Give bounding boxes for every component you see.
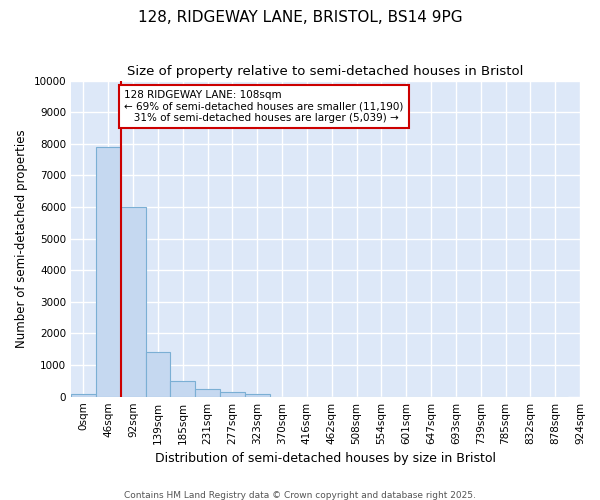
Bar (195, 389, 220, 396)
Bar (96, 147, 121, 396)
Text: 128 RIDGEWAY LANE: 108sqm
← 69% of semi-detached houses are smaller (11,190)
   : 128 RIDGEWAY LANE: 108sqm ← 69% of semi-… (124, 90, 404, 123)
Y-axis label: Number of semi-detached properties: Number of semi-detached properties (15, 130, 28, 348)
Text: 128, RIDGEWAY LANE, BRISTOL, BS14 9PG: 128, RIDGEWAY LANE, BRISTOL, BS14 9PG (137, 10, 463, 25)
Bar (170, 381, 195, 396)
Text: Contains HM Land Registry data © Crown copyright and database right 2025.: Contains HM Land Registry data © Crown c… (124, 490, 476, 500)
Bar (245, 394, 269, 396)
X-axis label: Distribution of semi-detached houses by size in Bristol: Distribution of semi-detached houses by … (155, 452, 496, 465)
Bar (121, 207, 146, 396)
Bar (71, 394, 96, 396)
Bar (220, 392, 245, 396)
Title: Size of property relative to semi-detached houses in Bristol: Size of property relative to semi-detach… (127, 65, 524, 78)
Bar (146, 352, 170, 397)
